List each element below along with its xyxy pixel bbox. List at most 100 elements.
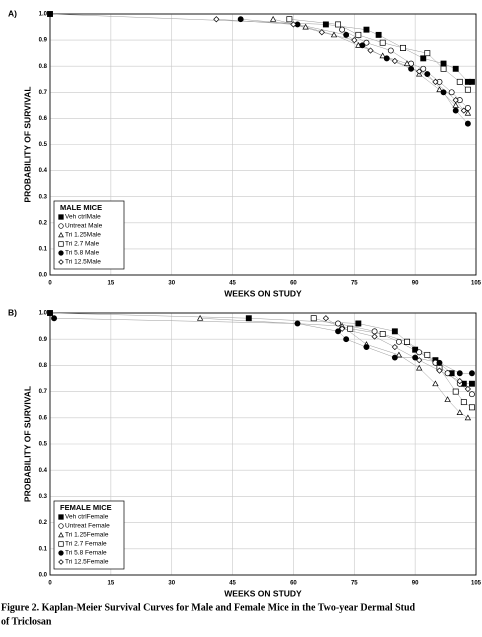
x-axis-label: WEEKS ON STUDY <box>224 588 302 598</box>
marker <box>196 314 204 321</box>
y-tick-label: 0.9 <box>39 337 48 343</box>
x-tick-label: 90 <box>412 581 419 587</box>
marker <box>464 414 472 421</box>
marker <box>424 71 431 77</box>
marker <box>412 346 419 353</box>
marker <box>359 42 366 49</box>
legend-label: Tri 1.25Female <box>65 532 109 539</box>
marker <box>318 29 325 36</box>
marker <box>387 47 394 54</box>
marker <box>371 333 378 340</box>
y-tick-label: 0.0 <box>39 573 48 579</box>
marker <box>464 109 472 116</box>
legend-title: FEMALE MICE <box>60 503 112 512</box>
x-tick-label: 15 <box>108 581 115 587</box>
marker <box>367 47 374 54</box>
legend-marker <box>58 559 64 565</box>
legend-label: Veh ctrlFemale <box>65 514 109 521</box>
marker <box>432 78 439 85</box>
x-tick-label: 75 <box>351 581 358 587</box>
legend-marker <box>58 531 64 538</box>
marker <box>395 351 403 358</box>
legend-label: Tri 5.8 Male <box>65 250 99 257</box>
y-axis-label: PROBABILITY OF SURVIVAL <box>22 86 32 202</box>
y-axis-label: PROBABILITY OF SURVIVAL <box>22 386 32 502</box>
marker <box>456 370 463 377</box>
marker <box>335 21 342 28</box>
marker <box>51 315 58 322</box>
x-tick-label: 90 <box>412 281 419 287</box>
panel-label: A) <box>8 8 17 18</box>
marker <box>391 354 398 361</box>
legend-marker <box>58 214 64 220</box>
legend-label: Untreat Male <box>65 223 103 230</box>
marker <box>237 16 244 23</box>
x-axis-label: WEEKS ON STUDY <box>224 288 302 298</box>
y-tick-label: 0.6 <box>39 415 48 421</box>
caption-line: Figure 2. Kaplan-Meier Survival Curves f… <box>1 602 416 613</box>
marker <box>444 396 451 402</box>
x-tick-label: 30 <box>168 281 175 287</box>
marker <box>468 380 475 387</box>
plot-frame <box>49 13 477 276</box>
x-tick-label: 45 <box>229 281 236 287</box>
marker <box>424 351 431 358</box>
marker <box>444 370 451 377</box>
panel-label: B) <box>8 307 17 317</box>
y-tick-label: 0.8 <box>39 64 48 70</box>
marker <box>290 21 297 28</box>
marker <box>468 370 475 377</box>
marker <box>343 31 350 38</box>
marker <box>371 328 378 335</box>
x-tick-label: 75 <box>351 281 358 287</box>
legend-label: Tri 12.5Female <box>65 559 109 566</box>
marker <box>412 354 419 361</box>
marker <box>379 39 386 46</box>
x-tick-label: 0 <box>48 281 52 287</box>
marker <box>47 11 53 17</box>
marker <box>464 120 471 127</box>
marker <box>408 65 415 72</box>
marker <box>468 391 475 398</box>
survival-line <box>54 317 472 374</box>
marker <box>339 325 346 332</box>
marker <box>335 320 342 327</box>
y-tick-label: 0.9 <box>39 38 48 44</box>
x-tick-label: 45 <box>229 581 236 587</box>
marker <box>440 65 447 72</box>
marker <box>440 60 447 67</box>
marker <box>424 50 431 57</box>
marker <box>363 39 370 46</box>
marker <box>464 385 471 393</box>
marker <box>420 55 427 62</box>
y-tick-label: 0.0 <box>39 273 48 279</box>
marker <box>383 55 390 62</box>
y-tick-label: 0.5 <box>39 442 48 448</box>
marker <box>322 21 329 28</box>
marker <box>452 102 459 108</box>
y-tick-label: 0.5 <box>39 142 48 148</box>
legend-label: Tri 5.8 Female <box>65 550 107 557</box>
marker <box>355 320 362 327</box>
marker <box>339 26 346 33</box>
marker <box>416 349 423 356</box>
marker <box>391 57 398 65</box>
legend-marker <box>58 514 64 520</box>
legend-marker <box>58 550 64 556</box>
marker <box>335 328 342 335</box>
y-tick-label: 0.2 <box>39 520 48 526</box>
survival-line <box>49 13 472 83</box>
marker <box>343 336 350 343</box>
legend-label: Veh ctrlMale <box>65 214 101 221</box>
marker <box>432 380 439 387</box>
x-tick-label: 105 <box>471 581 482 587</box>
marker <box>245 315 252 322</box>
marker <box>47 310 53 316</box>
legend-label: Tri 2.7 Male <box>65 241 99 248</box>
marker <box>464 86 471 93</box>
y-tick-label: 0.1 <box>39 546 48 552</box>
legend-marker <box>58 250 64 256</box>
marker <box>379 52 386 59</box>
x-tick-label: 15 <box>108 281 115 287</box>
